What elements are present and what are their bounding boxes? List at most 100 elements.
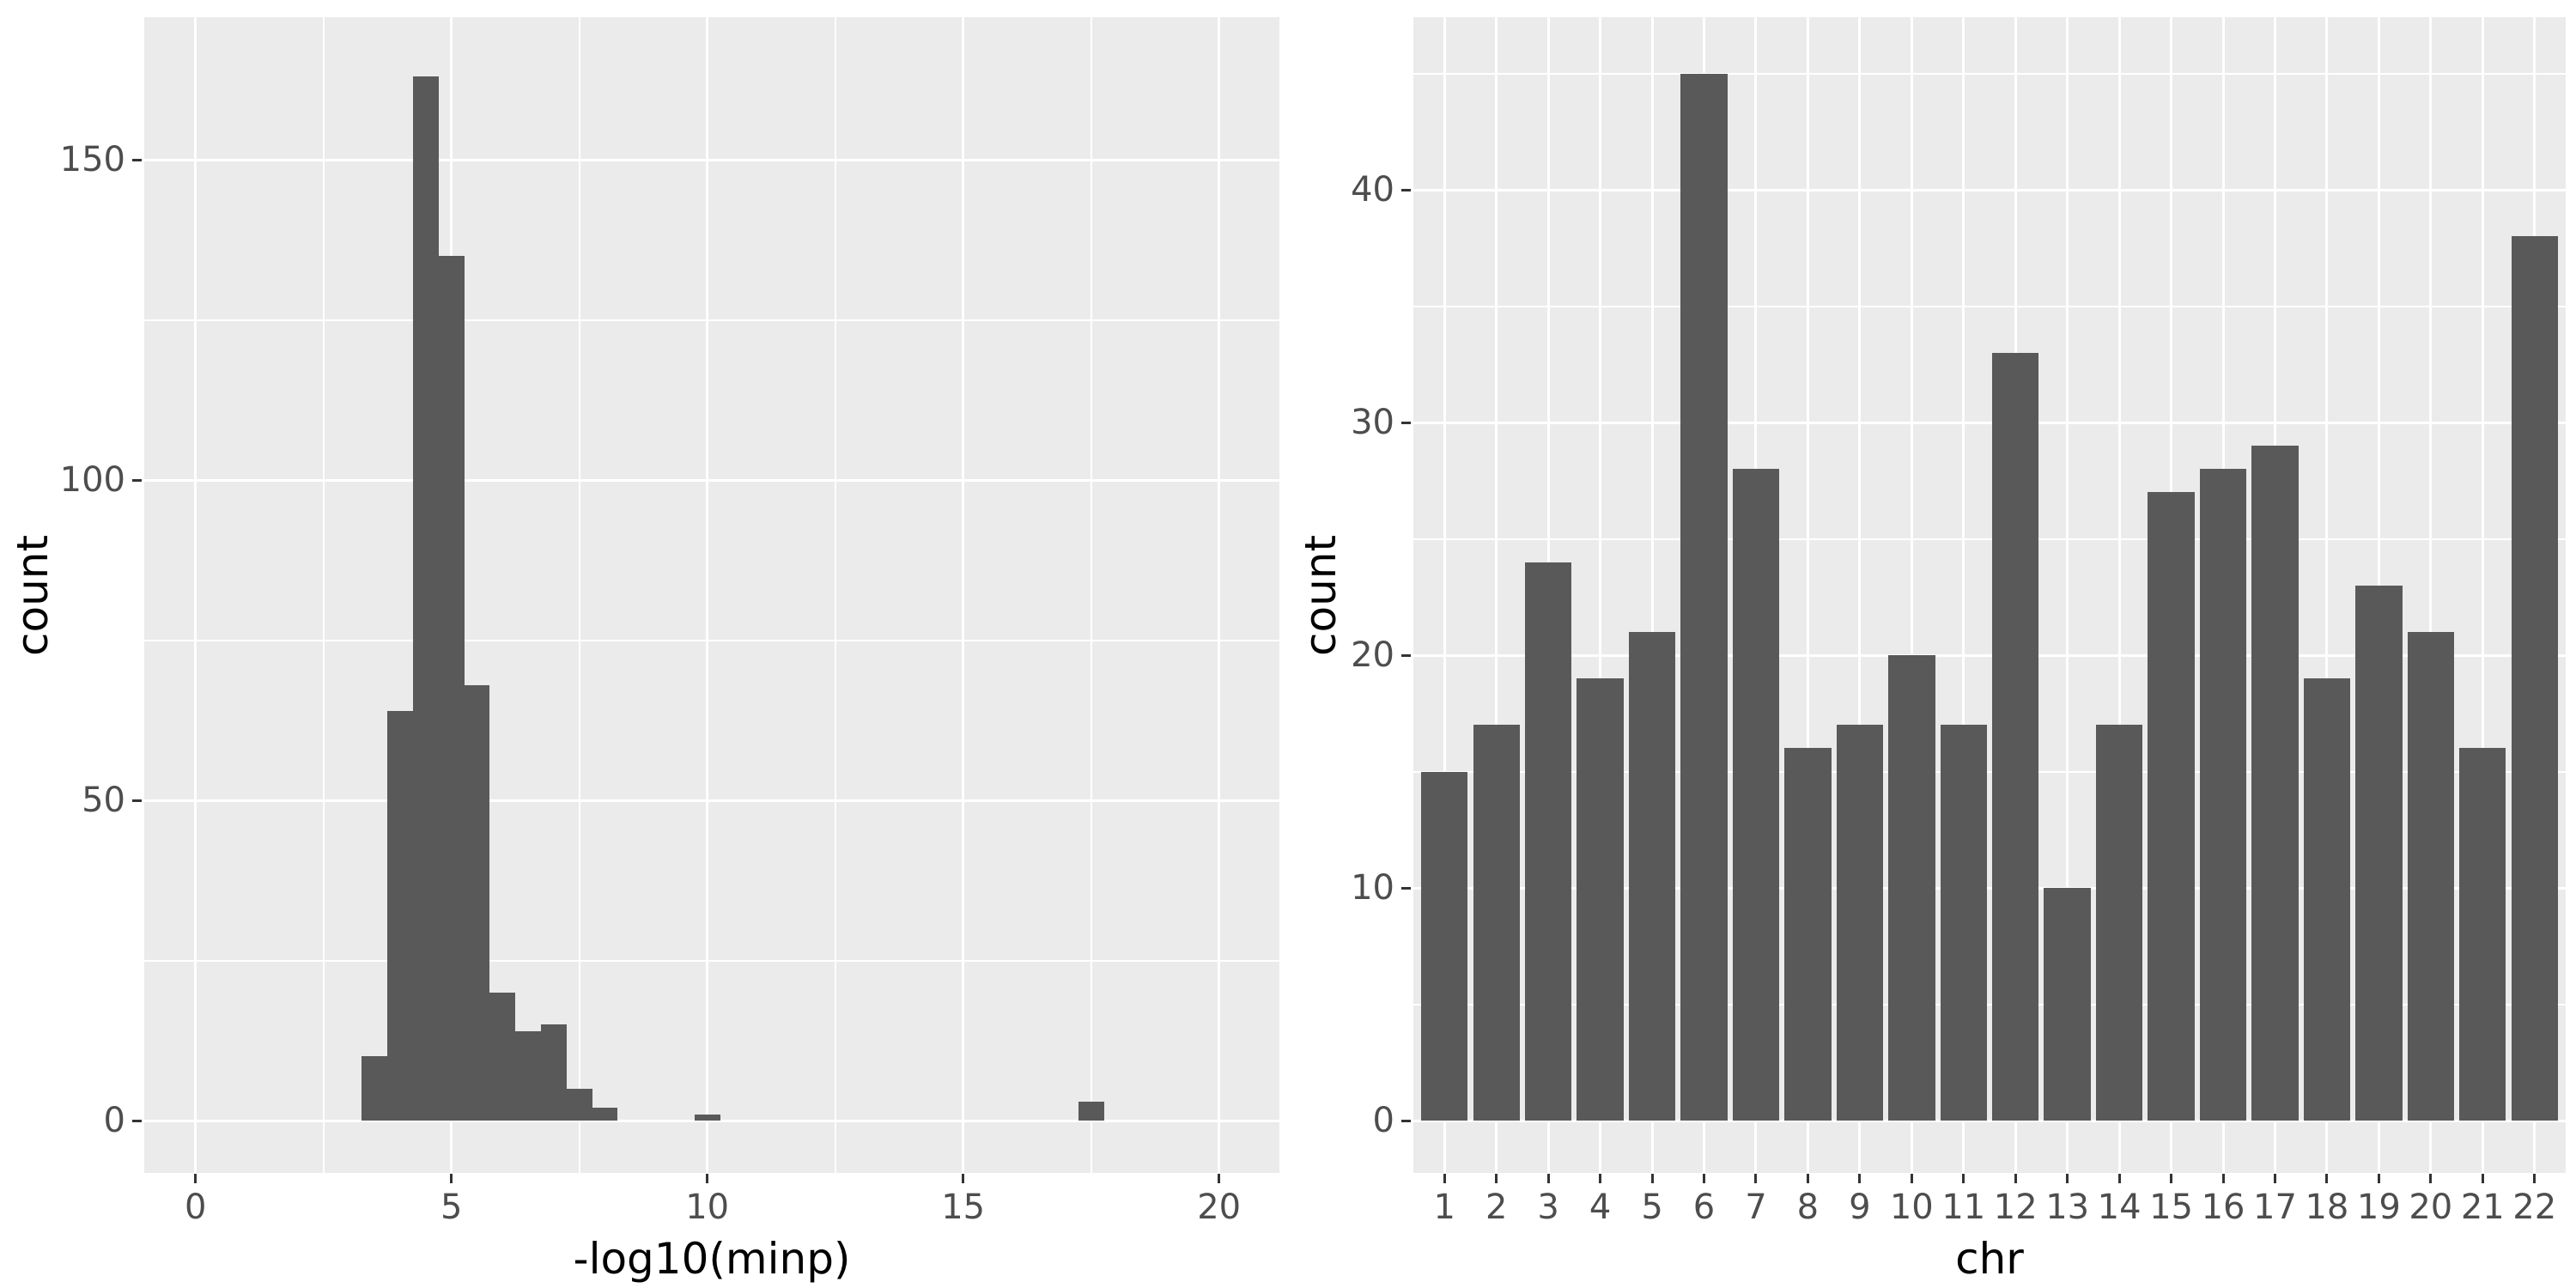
- chr-bar: [1940, 725, 1987, 1121]
- gridline-minor-y: [144, 959, 1279, 962]
- gridline-minor-y: [1413, 72, 2566, 75]
- x-tick-mark: [1650, 1174, 1654, 1183]
- x-tick-mark: [1910, 1174, 1913, 1183]
- gridline-major-x: [2481, 17, 2484, 1173]
- y-tick-label: 40: [1351, 170, 1394, 210]
- gridline-major-x: [1495, 17, 1498, 1173]
- gridline-major-y: [1413, 1119, 2566, 1122]
- x-tick-mark: [1754, 1174, 1758, 1183]
- x-axis-title: chr: [1955, 1234, 2024, 1284]
- gridline-minor-x: [578, 17, 580, 1173]
- y-tick-mark: [1401, 886, 1411, 890]
- histogram-bar: [566, 1088, 592, 1121]
- chr-bar: [1524, 562, 1572, 1121]
- gridline-minor-y: [1413, 770, 2566, 773]
- x-tick-label: 5: [440, 1188, 463, 1227]
- x-tick-mark: [962, 1174, 965, 1183]
- y-tick-mark: [132, 1119, 142, 1122]
- x-tick-label: 8: [1796, 1188, 1820, 1227]
- chr-bar: [1577, 678, 1624, 1121]
- chr-bar: [1992, 352, 2039, 1121]
- gridline-major-y: [1413, 421, 2566, 424]
- chr-bar: [2459, 748, 2506, 1121]
- x-tick-label: 5: [1641, 1188, 1663, 1227]
- gridline-major-x: [1443, 17, 1446, 1173]
- gridline-major-y: [1413, 653, 2566, 657]
- x-tick-mark: [2014, 1174, 2017, 1183]
- gridline-major-x: [962, 17, 965, 1173]
- chr-bar: [2148, 492, 2195, 1121]
- x-tick-label: 20: [1197, 1188, 1242, 1227]
- x-tick-label: 7: [1745, 1188, 1767, 1227]
- x-tick-mark: [1218, 1174, 1221, 1183]
- chr-bar: [1628, 631, 1676, 1121]
- chr-bar: [1421, 771, 1468, 1121]
- x-tick-label: 14: [2097, 1188, 2142, 1227]
- x-tick-label: 3: [1537, 1188, 1559, 1227]
- x-tick-mark: [2117, 1174, 2121, 1183]
- histogram-bar: [361, 1056, 388, 1121]
- histogram-bar: [515, 1030, 541, 1121]
- y-tick-label: 20: [1351, 635, 1394, 675]
- x-tick-label: 13: [2045, 1188, 2090, 1227]
- gridline-minor-y: [144, 639, 1279, 641]
- x-tick-mark: [2429, 1174, 2433, 1183]
- x-tick-label: 6: [1692, 1188, 1716, 1227]
- x-tick-label: 0: [184, 1188, 207, 1227]
- x-tick-mark: [2533, 1174, 2537, 1183]
- x-tick-label: 12: [1993, 1188, 2038, 1227]
- x-tick-mark: [2273, 1174, 2276, 1183]
- x-tick-label: 4: [1589, 1188, 1612, 1227]
- gridline-major-y: [144, 1119, 1279, 1122]
- chr-bar: [1473, 725, 1520, 1121]
- x-tick-mark: [2170, 1174, 2173, 1183]
- histogram-bar: [464, 684, 490, 1121]
- chr-bar: [1680, 73, 1728, 1121]
- x-tick-mark: [2221, 1174, 2225, 1183]
- gridline-major-x: [1599, 17, 1602, 1173]
- x-tick-label: 16: [2201, 1188, 2245, 1227]
- x-tick-mark: [1495, 1174, 1498, 1183]
- y-tick-label: 30: [1351, 403, 1394, 442]
- x-tick-label: 9: [1849, 1188, 1871, 1227]
- x-tick-label: 11: [1941, 1188, 1986, 1227]
- gridline-minor-y: [1413, 538, 2566, 540]
- gridline-minor-x: [1090, 17, 1092, 1173]
- gridline-minor-y: [1413, 305, 2566, 307]
- x-axis-title: -log10(minp): [573, 1234, 851, 1284]
- x-tick-label: 2: [1485, 1188, 1508, 1227]
- x-tick-label: 17: [2253, 1188, 2297, 1227]
- y-tick-mark: [132, 478, 142, 482]
- x-tick-mark: [1806, 1174, 1809, 1183]
- x-tick-mark: [2377, 1174, 2380, 1183]
- x-tick-label: 19: [2356, 1188, 2401, 1227]
- gridline-major-y: [144, 158, 1279, 161]
- gridline-minor-y: [1413, 1003, 2566, 1005]
- chr-bar: [1732, 469, 1780, 1121]
- gridline-minor-y: [144, 319, 1279, 321]
- histogram-bar: [592, 1108, 618, 1121]
- chr-bar: [2199, 469, 2247, 1121]
- x-tick-label: 10: [685, 1188, 730, 1227]
- gridline-minor-x: [322, 17, 325, 1173]
- gridline-minor-x: [834, 17, 836, 1173]
- chr-bar: [2044, 888, 2091, 1121]
- x-tick-mark: [2066, 1174, 2069, 1183]
- x-tick-mark: [1858, 1174, 1862, 1183]
- x-tick-mark: [1703, 1174, 1706, 1183]
- histogram-bar: [387, 710, 413, 1121]
- histogram-minp-figure: count -log10(minp) 0 5 10 15 20 0 50 100 150: [8, 17, 1279, 1284]
- gridline-major-x: [1962, 17, 1965, 1173]
- chr-bar: [2251, 446, 2299, 1121]
- chr-bar: [2303, 678, 2351, 1121]
- chr-bar: [1784, 748, 1832, 1121]
- x-tick-mark: [706, 1174, 709, 1183]
- gridline-major-y: [144, 478, 1279, 482]
- x-tick-mark: [450, 1174, 453, 1183]
- x-tick-label: 10: [1889, 1188, 1934, 1227]
- plot-panel: [144, 17, 1279, 1173]
- y-tick-label: 0: [1372, 1101, 1394, 1140]
- x-tick-mark: [2481, 1174, 2484, 1183]
- x-tick-label: 22: [2512, 1188, 2557, 1227]
- histogram-bar: [413, 76, 439, 1121]
